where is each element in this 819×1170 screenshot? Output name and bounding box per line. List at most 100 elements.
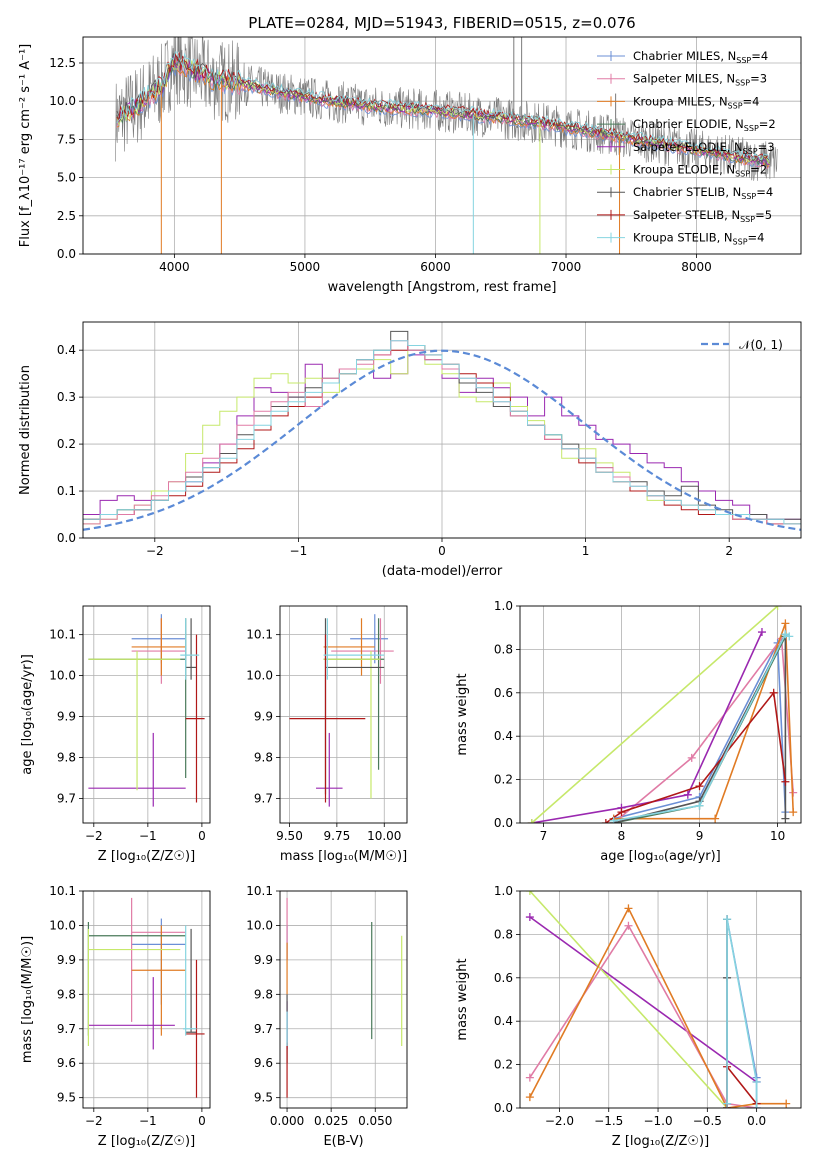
y-tick-label: 0.6 bbox=[494, 686, 513, 700]
weight-point-marker bbox=[525, 1073, 534, 1082]
legend-subscript: SSP bbox=[733, 238, 748, 247]
y-tick-label: 9.9 bbox=[57, 710, 76, 724]
y-tick-label: 7.5 bbox=[57, 132, 76, 146]
y-tick-label: 0.3 bbox=[57, 390, 76, 404]
y-tick-label: 0.4 bbox=[494, 729, 513, 743]
axes-frame bbox=[82, 36, 802, 255]
y-tick-label: 0.4 bbox=[494, 1014, 513, 1028]
x-tick-label: 9.50 bbox=[276, 829, 303, 843]
weight-point-marker bbox=[752, 1077, 761, 1086]
x-tick-label: −1.0 bbox=[643, 1114, 672, 1128]
legend-subscript: SSP bbox=[735, 170, 750, 179]
weight-point-marker bbox=[525, 913, 534, 922]
weight-series-line bbox=[529, 916, 758, 1083]
legend: Chabrier MILES, NSSP=4 Salpeter MILES, NS… bbox=[597, 49, 776, 247]
plot-area bbox=[527, 606, 798, 823]
legend-label: Chabrier ELODIE, NSSP=2 bbox=[633, 117, 776, 133]
plot-area bbox=[83, 330, 801, 531]
x-tick-label: −2 bbox=[85, 829, 103, 843]
y-tick-label: 10.0 bbox=[49, 94, 76, 108]
y-tick-label: 10.1 bbox=[49, 628, 76, 642]
axes-frame bbox=[279, 605, 408, 824]
y-axis-label: Normed distribution bbox=[18, 365, 33, 495]
x-tick-label: 10.00 bbox=[367, 829, 401, 843]
legend-count: =4 bbox=[751, 49, 768, 63]
x-axis-label: age [log₁₀(age/yr)] bbox=[600, 849, 721, 864]
y-tick-label: 9.5 bbox=[254, 1091, 273, 1105]
x-tick-label: 0 bbox=[198, 1114, 206, 1128]
plot-area bbox=[525, 891, 791, 1108]
x-tick-label: 0.0 bbox=[747, 1114, 766, 1128]
y-tick-label: 9.6 bbox=[254, 1056, 273, 1070]
y-tick-label: 9.7 bbox=[254, 1022, 273, 1036]
weight-point-marker bbox=[757, 628, 766, 637]
legend-count: =4 bbox=[748, 231, 765, 245]
y-tick-label: 0.2 bbox=[494, 1058, 513, 1072]
weight-point-marker bbox=[752, 1104, 761, 1108]
y-tick-label: 0.2 bbox=[57, 437, 76, 451]
y-tick-label: 0.0 bbox=[494, 816, 513, 830]
y-tick-label: 9.8 bbox=[57, 987, 76, 1001]
model-line bbox=[116, 53, 770, 163]
y-tick-label: 5.0 bbox=[57, 171, 76, 185]
weight-point-marker bbox=[695, 801, 704, 810]
y-tick-label: 10.1 bbox=[246, 628, 273, 642]
x-tick-label: 0.000 bbox=[270, 1114, 304, 1128]
legend-subscript: SSP bbox=[728, 101, 743, 110]
legend-subscript: SSP bbox=[740, 215, 755, 224]
histogram-series bbox=[83, 345, 801, 525]
legend-count: =4 bbox=[756, 185, 773, 199]
weight-point-marker bbox=[711, 814, 720, 823]
y-tick-label: 9.9 bbox=[254, 953, 273, 967]
y-tick-label: 1.0 bbox=[494, 884, 513, 898]
axes-frame bbox=[279, 890, 408, 1109]
axes-frame bbox=[82, 321, 802, 539]
y-tick-label: 0.6 bbox=[494, 971, 513, 985]
y-tick-label: 0.2 bbox=[494, 773, 513, 787]
y-tick-label: 0.1 bbox=[57, 484, 76, 498]
legend-subscript: SSP bbox=[744, 124, 759, 133]
y-tick-label: 10.1 bbox=[246, 884, 273, 898]
x-tick-label: 7 bbox=[540, 829, 548, 843]
x-tick-label: −2.0 bbox=[545, 1114, 574, 1128]
weight-point-marker bbox=[781, 777, 790, 786]
weight-point-marker bbox=[609, 816, 618, 823]
chart-spectrum: 4000 5000 6000 7000 8000 0.0 2.5 5.0 7.5 10.0 12.5… bbox=[18, 36, 802, 295]
weight-point-marker bbox=[773, 606, 782, 610]
legend-label: Chabrier STELIB, NSSP=4 bbox=[633, 185, 773, 201]
weight-point-marker bbox=[781, 814, 790, 823]
weight-point-marker bbox=[781, 619, 790, 628]
y-tick-label: 9.6 bbox=[57, 1056, 76, 1070]
x-tick-label: 2 bbox=[725, 544, 733, 558]
x-axis-label: wavelength [Angstrom, rest frame] bbox=[328, 280, 557, 295]
weight-point-marker bbox=[782, 1099, 791, 1108]
chart-weight-vs-Z: −2.0 −1.5 −1.0 −0.5 0.0 0.0 0.2 0.4 0.6 0.8 1.0 Z [… bbox=[455, 884, 802, 1149]
weight-point-marker bbox=[769, 688, 778, 697]
y-tick-label: 10.0 bbox=[246, 918, 273, 932]
legend-subscript: SSP bbox=[735, 79, 750, 88]
weight-point-marker bbox=[525, 1093, 534, 1102]
plot-area bbox=[286, 897, 403, 1098]
x-tick-label: 8000 bbox=[681, 260, 712, 274]
y-tick-label: 9.9 bbox=[57, 953, 76, 967]
weight-series-line bbox=[613, 633, 787, 823]
y-tick-label: 10.0 bbox=[246, 669, 273, 683]
y-tick-label: 0.4 bbox=[57, 343, 76, 357]
legend-subscript: SSP bbox=[741, 192, 756, 201]
chart-age-vs-Z: −2 −1 0 9.7 9.8 9.9 10.0 10.1 Z [log₁₀(Z/Z☉)] age… bbox=[20, 605, 211, 864]
x-tick-label: 0 bbox=[198, 829, 206, 843]
weight-point-marker bbox=[525, 891, 534, 895]
x-tick-label: −1 bbox=[139, 829, 157, 843]
legend-count: =3 bbox=[750, 72, 767, 86]
plot-area bbox=[289, 614, 394, 807]
legend-label: Kroupa STELIB, NSSP=4 bbox=[633, 231, 764, 247]
y-axis-label: Flux [f_λ10⁻¹⁷ erg cm⁻² s⁻¹ A⁻¹] bbox=[18, 44, 33, 248]
weight-point-marker bbox=[687, 753, 696, 762]
y-tick-label: 9.9 bbox=[254, 710, 273, 724]
y-tick-label: 10.0 bbox=[49, 918, 76, 932]
axes-frame bbox=[82, 890, 211, 1109]
weight-point-marker bbox=[723, 915, 732, 924]
weight-series-line bbox=[726, 1064, 758, 1108]
weight-series-line bbox=[613, 636, 794, 823]
